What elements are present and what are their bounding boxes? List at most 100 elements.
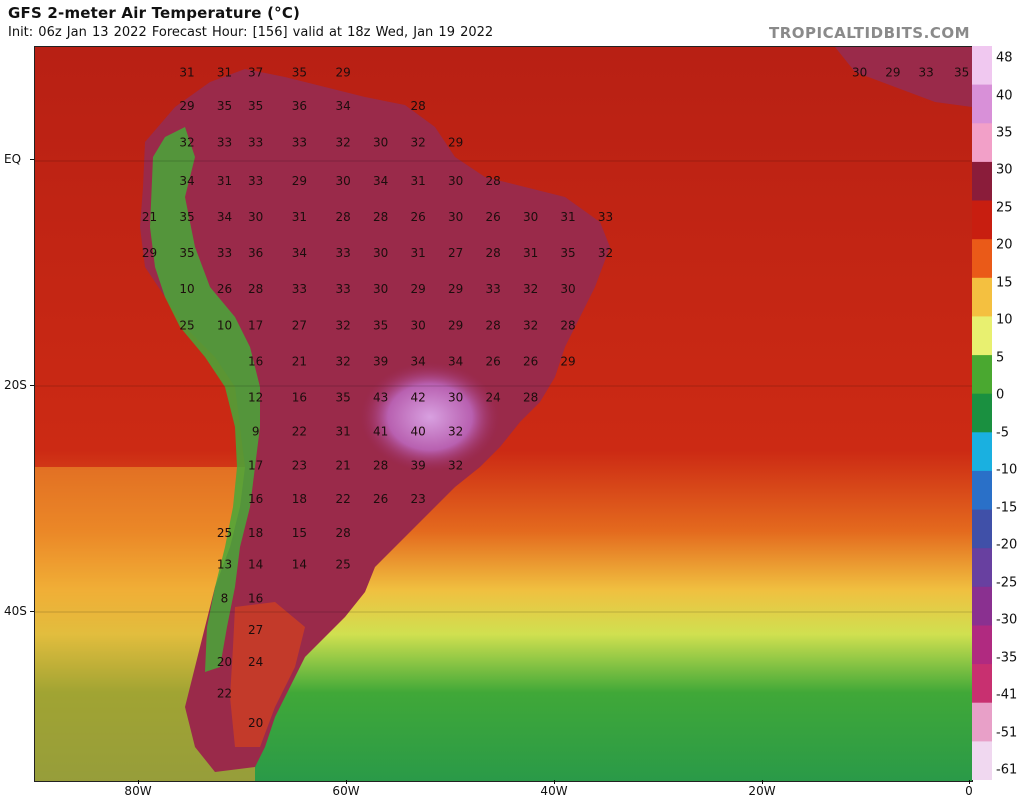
temperature-label: 10 [179, 282, 194, 296]
lon-label-20w: 20W [748, 784, 776, 798]
temperature-label: 15 [292, 526, 307, 540]
map-subtitle: Init: 06z Jan 13 2022 Forecast Hour: [15… [8, 25, 494, 40]
temperature-label: 9 [252, 425, 260, 439]
colorbar [972, 46, 992, 780]
temperature-label: 35 [292, 65, 307, 79]
lon-tick [554, 780, 555, 784]
graticule [35, 160, 972, 613]
temperature-label: 30 [248, 210, 263, 224]
temperature-label: 35 [179, 210, 194, 224]
colorbar-label: 0 [996, 387, 1005, 403]
temperature-label: 22 [217, 686, 232, 700]
temperature-label: 18 [292, 492, 307, 506]
colorbar-label: 5 [996, 350, 1005, 366]
temperature-label: 16 [248, 592, 263, 606]
colorbar-swatch [972, 200, 992, 240]
lat-label-20s: 20S [4, 378, 27, 392]
temperature-label: 25 [179, 318, 194, 332]
temperature-label: 29 [142, 246, 157, 260]
temperature-label: 29 [885, 65, 900, 79]
temperature-label: 35 [373, 318, 388, 332]
temperature-label: 22 [292, 425, 307, 439]
temperature-label: 29 [292, 174, 307, 188]
colorbar-swatch [972, 741, 992, 780]
temperature-label: 30 [523, 210, 538, 224]
lat-label-40s: 40S [4, 604, 27, 618]
temperature-label: 26 [485, 210, 500, 224]
colorbar-label: 20 [996, 237, 1013, 253]
temperature-label: 28 [523, 391, 538, 405]
lon-tick [138, 780, 139, 784]
colorbar-swatch [972, 393, 992, 433]
temperature-label: 30 [560, 282, 575, 296]
temperature-label: 24 [248, 655, 263, 669]
temperature-label: 31 [410, 246, 425, 260]
colorbar-label: -25 [996, 575, 1018, 591]
temperature-label: 33 [217, 246, 232, 260]
temperature-label: 36 [248, 246, 263, 260]
temperature-label: 34 [179, 174, 194, 188]
temperature-label: 28 [248, 282, 263, 296]
temperature-label: 31 [523, 246, 538, 260]
temperature-label: 20 [248, 716, 263, 730]
temperature-label: 23 [410, 492, 425, 506]
temperature-label: 12 [248, 391, 263, 405]
temperature-label: 29 [336, 65, 351, 79]
temperature-label: 32 [598, 246, 613, 260]
temperature-label: 28 [410, 99, 425, 113]
temperature-label: 43 [373, 391, 388, 405]
temperature-label: 29 [448, 135, 463, 149]
lon-label-40w: 40W [540, 784, 568, 798]
temperature-label: 21 [142, 210, 157, 224]
colorbar-label: -35 [996, 650, 1018, 666]
lon-tick [346, 780, 347, 784]
colorbar-swatch [972, 664, 992, 704]
temperature-label: 33 [919, 65, 934, 79]
colorbar-label: -61 [996, 762, 1018, 778]
temperature-label: 34 [217, 210, 232, 224]
temperature-label: 17 [248, 458, 263, 472]
lat-label-eq: EQ [4, 152, 22, 166]
lat-tick [30, 385, 34, 386]
temperature-label: 28 [485, 246, 500, 260]
colorbar-swatch [972, 277, 992, 317]
temperature-label: 26 [523, 354, 538, 368]
temperature-label: 22 [336, 492, 351, 506]
lon-tick [762, 780, 763, 784]
lat-tick [30, 611, 34, 612]
temperature-label: 23 [292, 458, 307, 472]
map-title: GFS 2-meter Air Temperature (°C) [8, 4, 301, 22]
temperature-label: 10 [217, 318, 232, 332]
temperature-label: 30 [373, 135, 388, 149]
lat-tick [30, 159, 34, 160]
temperature-label: 29 [410, 282, 425, 296]
temperature-label: 28 [336, 526, 351, 540]
colorbar-swatch [972, 509, 992, 549]
temperature-label: 32 [448, 458, 463, 472]
temperature-label: 13 [217, 558, 232, 572]
lon-tick [969, 780, 970, 784]
colorbar-label: 10 [996, 312, 1013, 328]
temperature-label: 32 [523, 318, 538, 332]
temperature-label: 28 [560, 318, 575, 332]
temperature-label: 33 [248, 174, 263, 188]
colorbar-swatch [972, 432, 992, 472]
colorbar-swatch [972, 123, 992, 163]
temperature-label: 34 [336, 99, 351, 113]
colorbar-swatch [972, 46, 992, 86]
temperature-label: 16 [248, 492, 263, 506]
temperature-label: 33 [248, 135, 263, 149]
temperature-label: 20 [217, 655, 232, 669]
temperature-label: 27 [248, 623, 263, 637]
colorbar-label: -15 [996, 500, 1018, 516]
temperature-label: 26 [485, 354, 500, 368]
temperature-label: 41 [373, 425, 388, 439]
temperature-label: 35 [336, 391, 351, 405]
temperature-label: 32 [336, 318, 351, 332]
temperature-label: 33 [292, 135, 307, 149]
temperature-label: 39 [410, 458, 425, 472]
temperature-label: 34 [410, 354, 425, 368]
colorbar-label: -20 [996, 537, 1018, 553]
temperature-label: 29 [179, 99, 194, 113]
temperature-label: 29 [560, 354, 575, 368]
